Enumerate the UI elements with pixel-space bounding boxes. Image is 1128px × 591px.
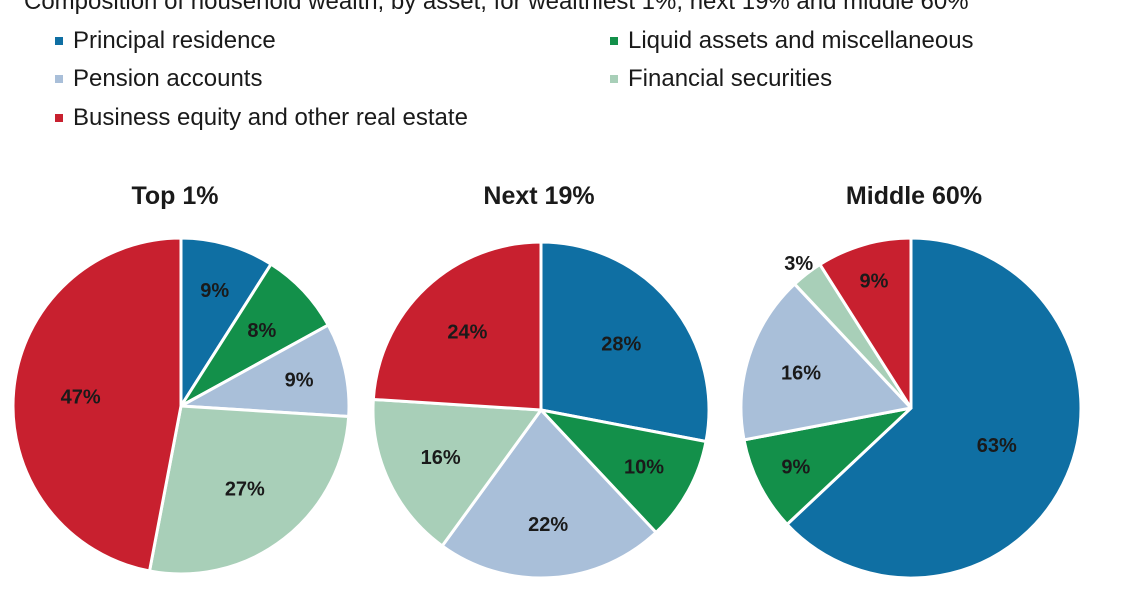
legend-label-pension-accounts: Pension accounts — [73, 65, 263, 92]
slice-principal-residence — [179, 236, 273, 408]
slice-pension-accounts — [179, 323, 351, 419]
slice-business-equity-and-other-real-estate — [11, 236, 183, 573]
slice-label-business-equity-and-other-real-estate: 24% — [447, 322, 487, 344]
legend-label-financial-securities: Financial securities — [628, 65, 833, 92]
legend-swatch-liquid-assets — [610, 37, 618, 45]
legend-item-business-equity: Business equity and other real estate — [55, 104, 468, 132]
slice-pension-accounts — [739, 282, 913, 442]
slice-liquid-assets-and-miscellaneous — [539, 408, 708, 534]
slice-principal-residence — [539, 240, 711, 443]
slice-label-financial-securities: 16% — [421, 447, 461, 469]
legend-label-business-equity: Business equity and other real estate — [73, 104, 468, 131]
legend-item-principal-residence: Principal residence — [55, 27, 276, 55]
slice-label-principal-residence: 28% — [601, 334, 641, 356]
slice-business-equity-and-other-real-estate — [818, 236, 913, 410]
slice-business-equity-and-other-real-estate — [371, 240, 543, 412]
pie-title-top-1: Top 1% — [131, 182, 218, 210]
legend-label-principal-residence: Principal residence — [73, 27, 276, 54]
slice-label-principal-residence: 9% — [200, 280, 229, 302]
legend-swatch-financial-securities — [610, 75, 618, 83]
slice-label-principal-residence: 63% — [977, 435, 1017, 457]
slice-label-liquid-assets-and-miscellaneous: 10% — [624, 457, 664, 479]
slice-label-financial-securities: 27% — [225, 478, 265, 500]
slice-financial-securities — [148, 404, 351, 576]
legend-swatch-pension-accounts — [55, 75, 63, 83]
slice-label-business-equity-and-other-real-estate: 47% — [61, 387, 101, 409]
slice-label-financial-securities: 3% — [784, 253, 813, 275]
legend-swatch-principal-residence — [55, 37, 63, 45]
slice-label-pension-accounts: 16% — [781, 362, 821, 384]
slice-principal-residence — [785, 236, 1083, 580]
pie-middle-60: Middle 60% 63% 9% 16% 3% 9% — [739, 182, 1083, 580]
legend: Principal residence Liquid assets and mi… — [0, 0, 1128, 150]
pie-title-next-19: Next 19% — [483, 182, 594, 210]
chart-title: Composition of household wealth, by asse… — [24, 0, 969, 15]
pie-next-19: Next 19% 28% 10% 22% 16% 24% — [371, 182, 711, 580]
slice-pension-accounts — [440, 408, 658, 580]
legend-item-liquid-assets: Liquid assets and miscellaneous — [610, 27, 974, 55]
slice-label-pension-accounts: 9% — [285, 370, 314, 392]
pie-top-1: Top 1% 9% 8% 9% 27% 47% — [11, 182, 351, 576]
pie-title-middle-60: Middle 60% — [846, 182, 982, 210]
legend-item-financial-securities: Financial securities — [610, 65, 832, 93]
slice-financial-securities — [371, 397, 543, 548]
legend-item-pension-accounts: Pension accounts — [55, 65, 262, 93]
slice-label-liquid-assets-and-miscellaneous: 8% — [247, 320, 276, 342]
slice-label-liquid-assets-and-miscellaneous: 9% — [781, 457, 810, 479]
slice-label-business-equity-and-other-real-estate: 9% — [860, 271, 889, 293]
slice-liquid-assets-and-miscellaneous — [742, 406, 913, 526]
legend-swatch-business-equity — [55, 114, 63, 122]
legend-label-liquid-assets: Liquid assets and miscellaneous — [628, 27, 974, 54]
slice-label-pension-accounts: 22% — [528, 514, 568, 536]
